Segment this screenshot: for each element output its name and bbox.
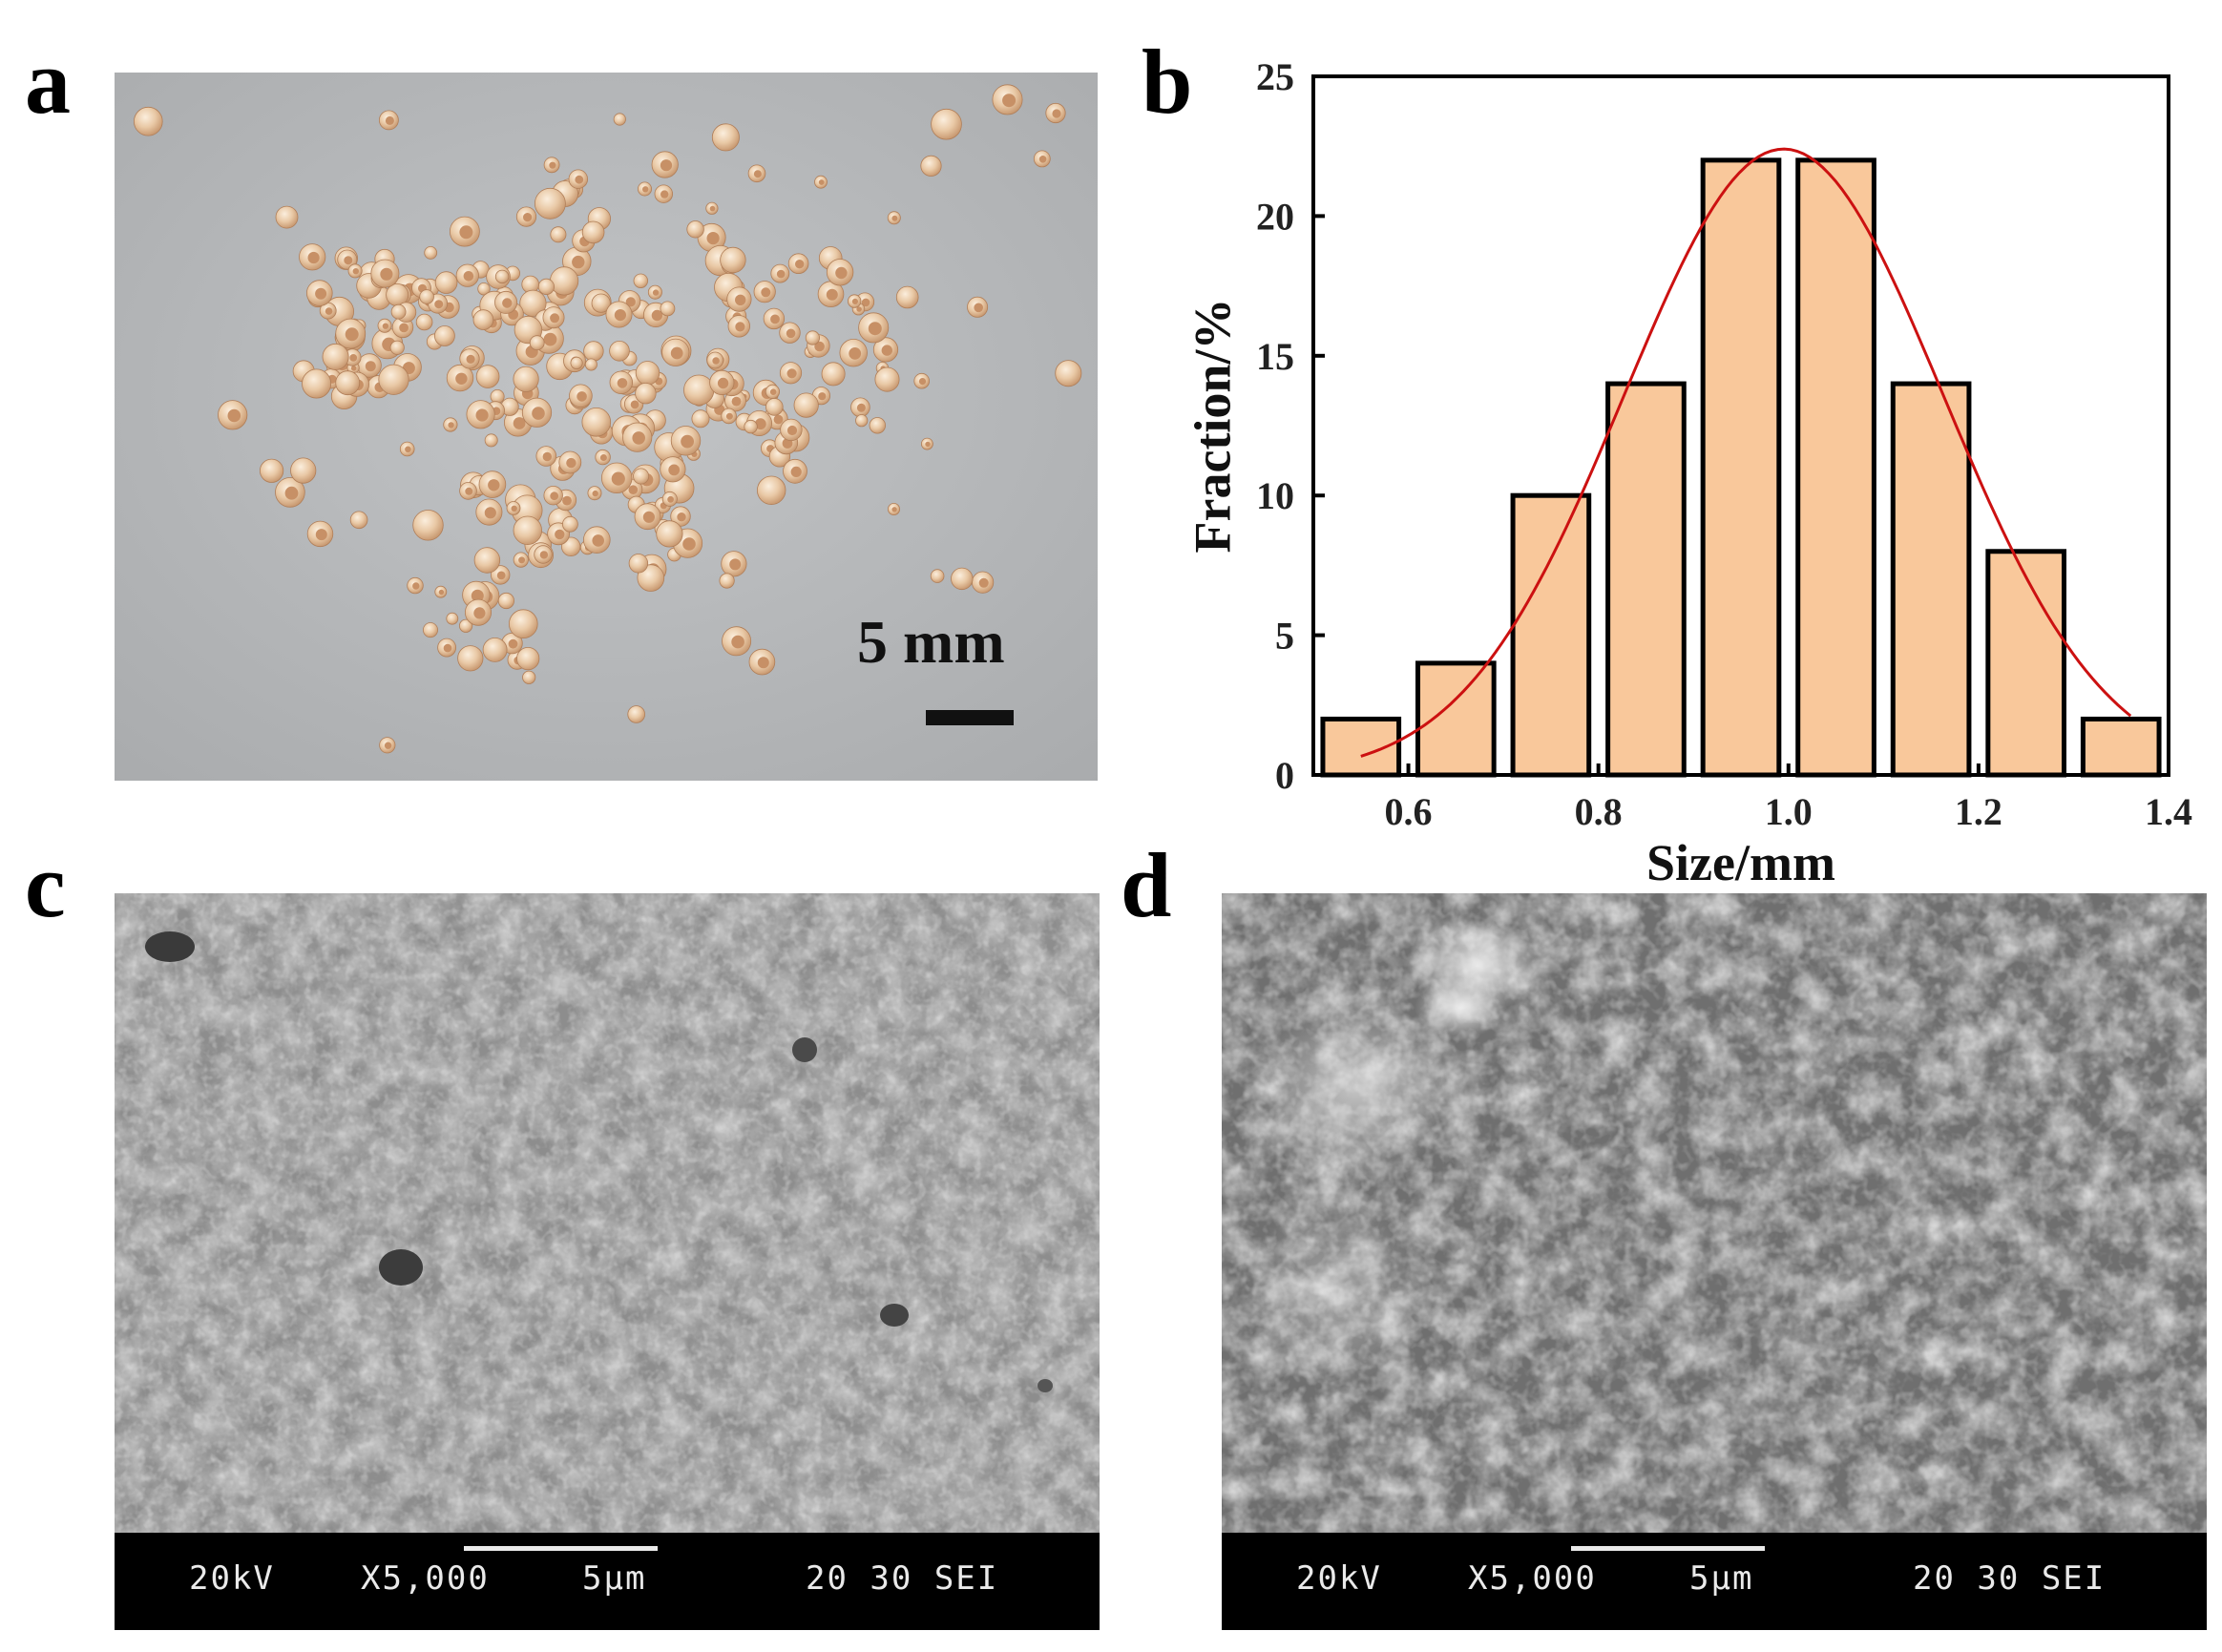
chart-svg: 0.6 0.8 1.0 1.2 1.4 0 5 10 15 20 25 Size/mm Fracti… xyxy=(1184,55,2192,891)
sem-info-c: 20 30 SEI xyxy=(806,1559,999,1598)
y-tick-label: 15 xyxy=(1256,335,1294,378)
sem-image-d: 20kV X5,000 5µm 20 30 SEI xyxy=(1222,893,2207,1630)
photo-scale-label: 5 mm xyxy=(857,608,1005,676)
panel-letter-d: d xyxy=(1121,834,1172,936)
sem-magnification-d: X5,000 xyxy=(1468,1559,1597,1598)
panel-letter-a: a xyxy=(25,31,71,133)
particle-photo-image xyxy=(115,73,1098,781)
histogram-bar-2 xyxy=(1415,660,1497,778)
x-tick-label: 1.0 xyxy=(1765,790,1813,833)
x-tick-label: 1.4 xyxy=(2145,790,2192,833)
particle-photo: 5 mm xyxy=(115,73,1098,781)
x-tick-label: 0.6 xyxy=(1385,790,1433,833)
sem-voltage-c: 20kV xyxy=(189,1559,275,1598)
sem-magnification-c: X5,000 xyxy=(361,1559,490,1598)
sem-scale-bar-d xyxy=(1571,1546,1765,1551)
histogram-bar-9 xyxy=(2080,716,2162,778)
sem-micrograph-d xyxy=(1222,893,2207,1630)
y-tick-label: 5 xyxy=(1275,615,1294,658)
sem-voltage-d: 20kV xyxy=(1296,1559,1382,1598)
sem-scale-label-c: 5µm xyxy=(582,1559,647,1598)
sem-image-c: 20kV X5,000 5µm 20 30 SEI xyxy=(115,893,1100,1630)
x-tick-label: 1.2 xyxy=(1955,790,2002,833)
histogram-bar-5 xyxy=(1700,157,1782,778)
sem-micrograph-c xyxy=(115,893,1100,1630)
y-tick-label: 20 xyxy=(1256,195,1294,238)
y-tick-label: 25 xyxy=(1256,55,1294,98)
sem-info-bar-d: 20kV X5,000 5µm 20 30 SEI xyxy=(1222,1533,2207,1630)
sem-info-bar-c: 20kV X5,000 5µm 20 30 SEI xyxy=(115,1533,1100,1630)
sem-info-d: 20 30 SEI xyxy=(1913,1559,2107,1598)
panel-letter-b: b xyxy=(1142,31,1193,133)
histogram-bar-7 xyxy=(1890,381,1972,778)
photo-scale-bar xyxy=(926,710,1014,725)
x-tick-label: 0.8 xyxy=(1575,790,1623,833)
gaussian-fit-curve xyxy=(1360,147,2132,758)
y-tick-label: 0 xyxy=(1275,754,1294,797)
histogram-bar-8 xyxy=(1985,549,2066,778)
plot-frame xyxy=(1311,74,2170,777)
panel-letter-c: c xyxy=(25,834,66,936)
y-tick-label: 10 xyxy=(1256,474,1294,517)
sem-scale-bar-c xyxy=(464,1546,658,1551)
size-distribution-chart: 0.6 0.8 1.0 1.2 1.4 0 5 10 15 20 25 Size/mm Fracti… xyxy=(1145,38,2222,897)
histogram-bar-3 xyxy=(1510,492,1592,778)
y-axis-label: Fraction/% xyxy=(1184,299,1241,554)
histogram-bar-4 xyxy=(1605,381,1687,778)
x-axis-label: Size/mm xyxy=(1646,834,1835,891)
histogram-bar-6 xyxy=(1795,157,1876,778)
sem-scale-label-d: 5µm xyxy=(1689,1559,1754,1598)
